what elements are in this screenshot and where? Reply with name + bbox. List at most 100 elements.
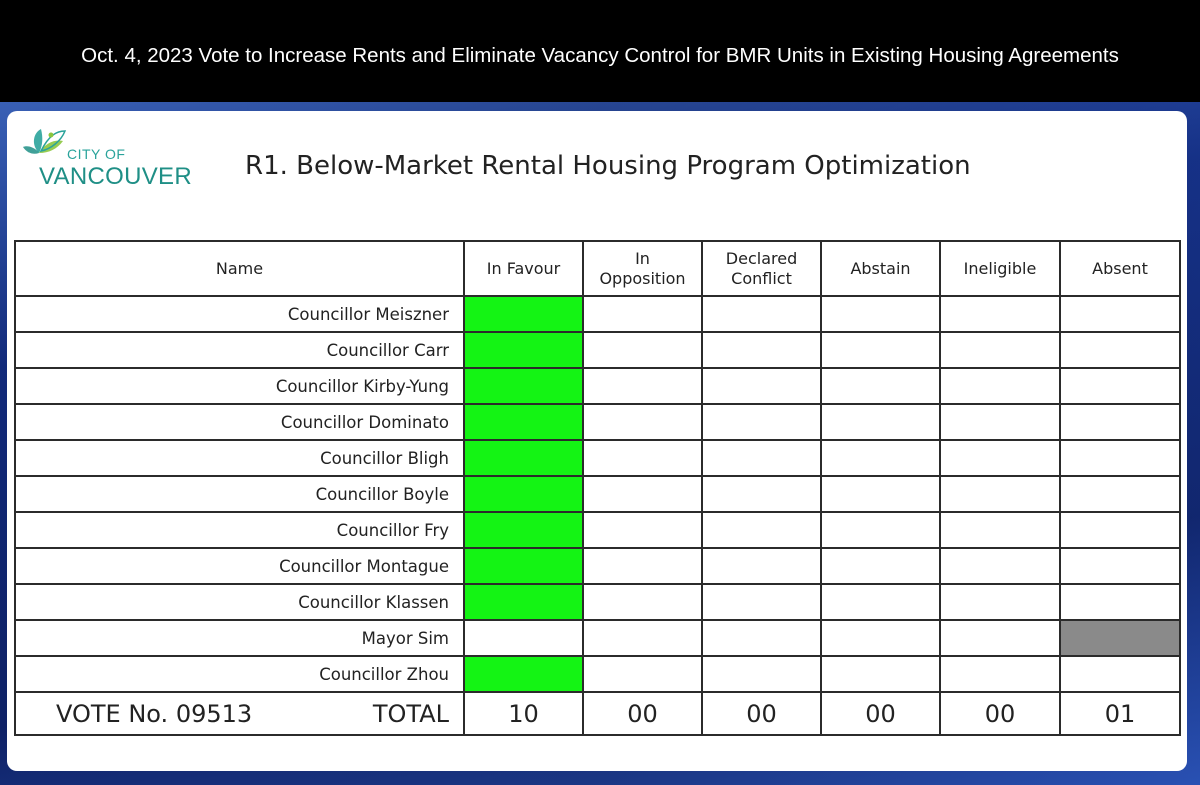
caption-bar: Oct. 4, 2023 Vote to Increase Rents and … <box>0 0 1200 102</box>
col-header-declared-conflict-line2: Conflict <box>731 268 792 288</box>
vote-cell-in-opposition <box>582 619 703 657</box>
member-name: Councillor Carr <box>14 331 465 369</box>
vote-panel: CITY OF VANCOUVER R1. Below-Market Renta… <box>7 111 1187 771</box>
vote-cell-in-opposition <box>582 583 703 621</box>
header-row: Name In Favour In Opposition Declared Conf… <box>14 240 1181 297</box>
table-row: Councillor Carr <box>14 331 1181 369</box>
member-name: Councillor Montague <box>14 547 465 585</box>
vote-cell-abstain <box>820 619 941 657</box>
vote-mark-in-favour <box>463 547 584 585</box>
table-row: Councillor Kirby-Yung <box>14 367 1181 405</box>
col-header-in-opposition-line1: In <box>635 248 650 268</box>
total-declared-conflict: 00 <box>701 691 822 736</box>
vote-cell-absent <box>1059 583 1181 621</box>
total-row: VOTE No. 09513 TOTAL 10 00 00 00 00 01 <box>14 691 1181 736</box>
vote-cell-absent <box>1059 403 1181 441</box>
member-name: Councillor Bligh <box>14 439 465 477</box>
vote-cell-declared-conflict <box>701 547 822 585</box>
vote-cell-ineligible <box>939 619 1061 657</box>
caption-text: Oct. 4, 2023 Vote to Increase Rents and … <box>81 44 1119 67</box>
member-name: Councillor Boyle <box>14 475 465 513</box>
col-header-in-opposition-line2: Opposition <box>599 268 686 288</box>
col-header-abstain: Abstain <box>820 240 941 297</box>
vote-cell-absent <box>1059 547 1181 585</box>
total-label-cell: VOTE No. 09513 TOTAL <box>14 691 465 736</box>
vote-cell-absent <box>1059 439 1181 477</box>
vote-cell-in-opposition <box>582 331 703 369</box>
vote-cell-in-opposition <box>582 547 703 585</box>
vote-cell-declared-conflict <box>701 367 822 405</box>
vote-cell-ineligible <box>939 511 1061 549</box>
vote-cell-in-favour <box>463 619 584 657</box>
vote-cell-declared-conflict <box>701 583 822 621</box>
vote-cell-declared-conflict <box>701 295 822 333</box>
vote-cell-ineligible <box>939 439 1061 477</box>
logo-city-of: CITY OF <box>67 146 126 162</box>
vote-mark-in-favour <box>463 655 584 693</box>
vote-cell-declared-conflict <box>701 403 822 441</box>
vote-cell-absent <box>1059 511 1181 549</box>
vote-cell-declared-conflict <box>701 619 822 657</box>
vote-number: VOTE No. 09513 <box>56 699 253 728</box>
member-name: Councillor Fry <box>14 511 465 549</box>
member-name: Councillor Kirby-Yung <box>14 367 465 405</box>
vote-cell-ineligible <box>939 475 1061 513</box>
vote-mark-in-favour <box>463 367 584 405</box>
vote-cell-abstain <box>820 295 941 333</box>
total-label: TOTAL <box>372 699 449 728</box>
vote-cell-ineligible <box>939 655 1061 693</box>
vote-rows: Councillor Meiszner Councillor Carr Counci… <box>14 295 1181 693</box>
vote-mark-absent <box>1059 619 1181 657</box>
vote-mark-in-favour <box>463 403 584 441</box>
total-in-opposition: 00 <box>582 691 703 736</box>
vote-mark-in-favour <box>463 475 584 513</box>
vote-cell-abstain <box>820 547 941 585</box>
vote-mark-in-favour <box>463 331 584 369</box>
vote-cell-ineligible <box>939 583 1061 621</box>
col-header-declared-conflict: Declared Conflict <box>701 240 822 297</box>
vote-cell-in-opposition <box>582 511 703 549</box>
vote-cell-abstain <box>820 655 941 693</box>
vote-cell-absent <box>1059 367 1181 405</box>
total-ineligible: 00 <box>939 691 1061 736</box>
vote-cell-in-opposition <box>582 439 703 477</box>
vote-cell-abstain <box>820 583 941 621</box>
vote-cell-absent <box>1059 331 1181 369</box>
vote-cell-declared-conflict <box>701 475 822 513</box>
member-name: Councillor Dominato <box>14 403 465 441</box>
vote-cell-in-opposition <box>582 655 703 693</box>
table-row: Councillor Klassen <box>14 583 1181 621</box>
vote-cell-absent <box>1059 475 1181 513</box>
table-row: Councillor Zhou <box>14 655 1181 693</box>
vote-cell-absent <box>1059 655 1181 693</box>
col-header-ineligible: Ineligible <box>939 240 1061 297</box>
flower-logo-icon <box>23 129 67 154</box>
table-row: Councillor Boyle <box>14 475 1181 513</box>
col-header-name: Name <box>14 240 465 297</box>
vote-cell-abstain <box>820 511 941 549</box>
total-absent: 01 <box>1059 691 1181 736</box>
city-logo: CITY OF VANCOUVER <box>17 121 197 201</box>
table-row: Councillor Fry <box>14 511 1181 549</box>
vote-mark-in-favour <box>463 439 584 477</box>
vote-cell-ineligible <box>939 331 1061 369</box>
table-row: Mayor Sim <box>14 619 1181 657</box>
vote-cell-abstain <box>820 331 941 369</box>
col-header-in-opposition: In Opposition <box>582 240 703 297</box>
vote-cell-absent <box>1059 295 1181 333</box>
member-name: Councillor Meiszner <box>14 295 465 333</box>
vote-cell-ineligible <box>939 367 1061 405</box>
vote-cell-in-opposition <box>582 367 703 405</box>
member-name: Councillor Klassen <box>14 583 465 621</box>
total-abstain: 00 <box>820 691 941 736</box>
vote-cell-abstain <box>820 403 941 441</box>
total-in-favour: 10 <box>463 691 584 736</box>
vote-cell-declared-conflict <box>701 331 822 369</box>
vote-cell-in-opposition <box>582 475 703 513</box>
page-title: R1. Below-Market Rental Housing Program … <box>245 151 971 181</box>
table-row: Councillor Meiszner <box>14 295 1181 333</box>
vote-mark-in-favour <box>463 583 584 621</box>
table-row: Councillor Dominato <box>14 403 1181 441</box>
vote-mark-in-favour <box>463 295 584 333</box>
col-header-declared-conflict-line1: Declared <box>725 248 798 268</box>
